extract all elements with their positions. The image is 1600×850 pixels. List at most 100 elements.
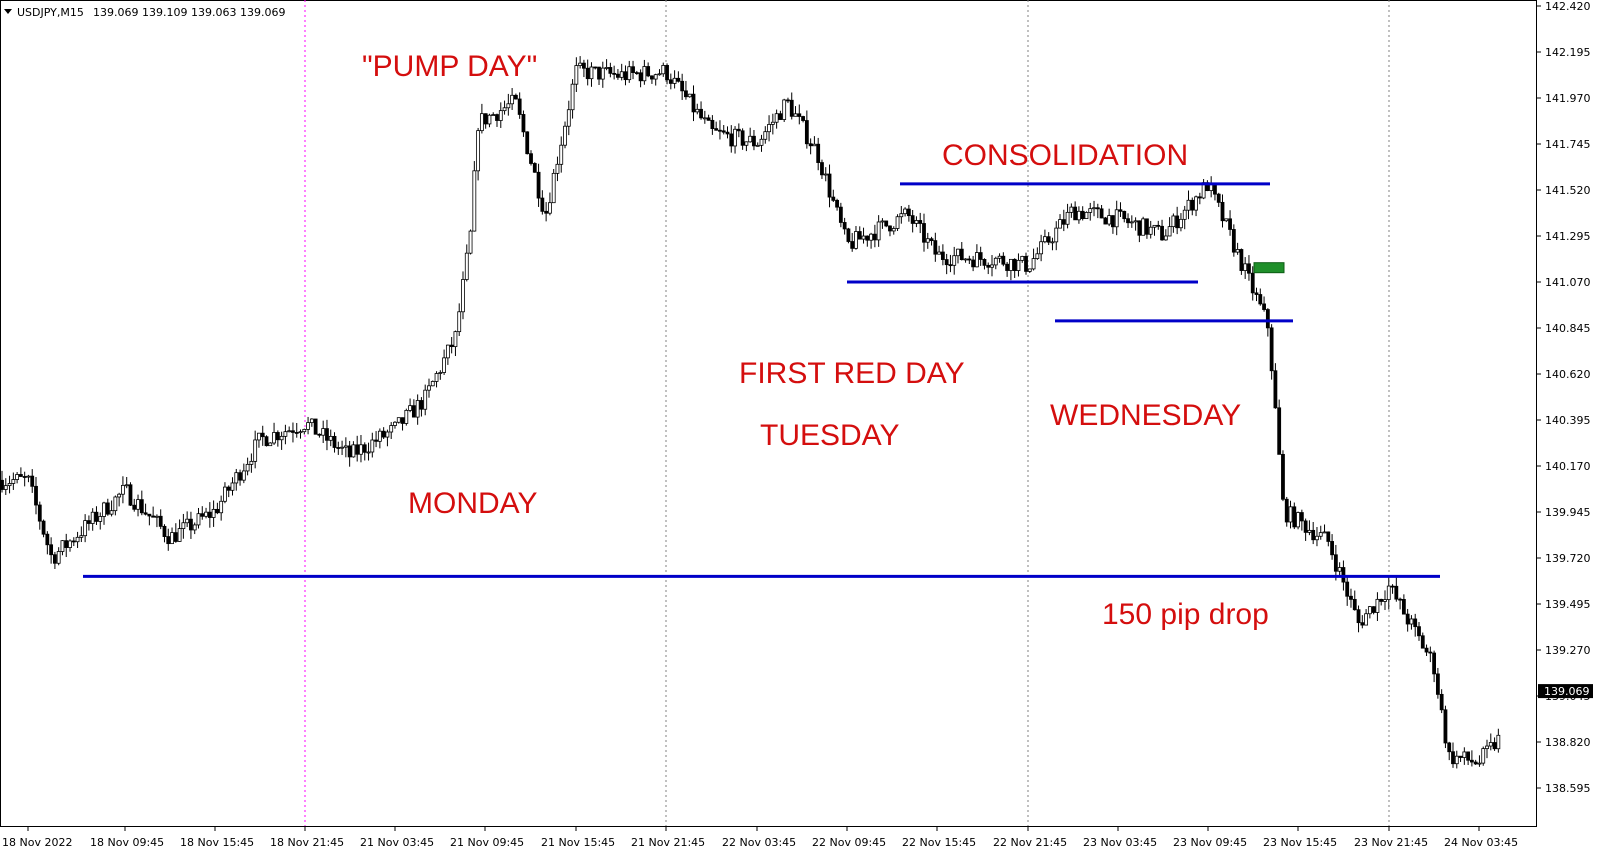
candle-bull bbox=[812, 143, 817, 147]
candle-bull bbox=[770, 121, 775, 125]
candle-bull bbox=[121, 484, 125, 495]
candle-bear bbox=[173, 532, 178, 542]
candle-bear bbox=[143, 512, 148, 515]
candle-bear bbox=[804, 120, 809, 145]
candle-bull bbox=[211, 508, 216, 518]
candle-bull bbox=[1035, 253, 1040, 259]
candle-bull bbox=[823, 173, 828, 176]
candle-bull bbox=[1383, 599, 1387, 602]
level-lines bbox=[83, 182, 1440, 578]
candle-bear bbox=[536, 171, 541, 199]
candle-bull bbox=[453, 331, 458, 348]
candle-bull bbox=[442, 357, 447, 373]
candle-bear bbox=[1099, 208, 1104, 219]
candle-bear bbox=[929, 238, 934, 242]
candle-bear bbox=[1428, 651, 1433, 654]
candle-bear bbox=[1046, 236, 1051, 243]
candle-bear bbox=[616, 73, 620, 78]
candle-bear bbox=[684, 90, 688, 98]
candle-bear bbox=[513, 94, 518, 100]
candle-bear bbox=[884, 220, 889, 227]
candle-bull bbox=[903, 208, 907, 215]
candle-bull bbox=[1008, 258, 1013, 271]
candle-bear bbox=[585, 67, 590, 80]
candle-bull bbox=[404, 410, 409, 424]
dropdown-triangle-icon[interactable] bbox=[4, 9, 12, 14]
candle-bull bbox=[306, 422, 310, 430]
candle-bull bbox=[974, 252, 979, 268]
candle-bear bbox=[786, 99, 790, 102]
candle-bull bbox=[253, 439, 258, 462]
candle-bear bbox=[646, 66, 651, 77]
candle-bull bbox=[1322, 531, 1327, 534]
candle-bull bbox=[113, 496, 118, 512]
candle-bull bbox=[657, 73, 662, 76]
candle-bull bbox=[1088, 208, 1093, 213]
candle-bull bbox=[555, 163, 560, 174]
candle-bear bbox=[1262, 303, 1266, 310]
candle-bear bbox=[18, 474, 23, 477]
candle-bull bbox=[396, 417, 401, 423]
candle-bear bbox=[1405, 613, 1410, 625]
candle-bear bbox=[294, 432, 299, 434]
candle-bull bbox=[672, 77, 677, 84]
candle-bull bbox=[1375, 598, 1380, 613]
candle-bull bbox=[502, 107, 507, 112]
candle-bull bbox=[1141, 218, 1146, 236]
y-tick-label: 141.520 bbox=[1545, 184, 1591, 197]
candle-bull bbox=[1288, 506, 1293, 523]
candle-bull bbox=[11, 479, 16, 484]
candle-bull bbox=[1054, 227, 1059, 243]
candle-bear bbox=[1352, 598, 1357, 611]
time-axis[interactable]: 18 Nov 2022 18 Nov 09:45 18 Nov 15:45 18 No… bbox=[2, 826, 1518, 849]
candle-bear bbox=[634, 72, 639, 74]
candle-bear bbox=[680, 80, 685, 92]
candle-bull bbox=[7, 483, 12, 487]
monday-label: MONDAY bbox=[408, 487, 537, 520]
candle-bull bbox=[1186, 199, 1191, 211]
candle-bear bbox=[325, 428, 329, 441]
candle-bull bbox=[170, 532, 174, 545]
candle-bull bbox=[430, 381, 435, 387]
candle-bear bbox=[725, 131, 730, 135]
x-tick-label: 24 Nov 03:45 bbox=[1444, 836, 1518, 849]
candle-bull bbox=[990, 264, 994, 268]
candle-bull bbox=[733, 128, 737, 147]
candle-bear bbox=[801, 116, 805, 121]
candle-bear bbox=[158, 515, 163, 527]
candle-bear bbox=[1390, 585, 1395, 588]
candle-bear bbox=[1398, 598, 1402, 601]
candle-bear bbox=[1061, 219, 1066, 225]
candle-bull bbox=[861, 235, 866, 240]
candle-bull bbox=[1386, 585, 1391, 600]
candle-bull bbox=[461, 279, 465, 313]
candle-bull bbox=[914, 220, 919, 224]
pump-day-label: "PUMP DAY" bbox=[362, 50, 537, 83]
candle-bear bbox=[1111, 215, 1115, 228]
first-red-day-label: FIRST RED DAY bbox=[739, 357, 965, 390]
candle-bull bbox=[1065, 211, 1070, 225]
candle-bull bbox=[763, 131, 768, 140]
candle-bull bbox=[1171, 215, 1176, 228]
candle-bear bbox=[1311, 529, 1316, 541]
candle-bear bbox=[147, 513, 152, 517]
candle-bull bbox=[506, 103, 511, 109]
candle-bear bbox=[1371, 606, 1376, 613]
candle-bear bbox=[1145, 218, 1149, 235]
candle-bear bbox=[400, 417, 405, 424]
candle-bear bbox=[1401, 598, 1406, 615]
candle-bull bbox=[880, 220, 885, 223]
candle-bull bbox=[393, 421, 397, 426]
candle-bull bbox=[408, 405, 412, 411]
y-tick-label: 140.845 bbox=[1545, 322, 1591, 335]
price-axis[interactable]: 142.420 142.195 141.970 141.745 141.520 141.2… bbox=[1536, 0, 1593, 795]
candle-bear bbox=[238, 472, 242, 481]
candle-bear bbox=[1126, 218, 1130, 224]
candle-bull bbox=[464, 252, 469, 280]
candle-bear bbox=[483, 113, 488, 125]
candle-bull bbox=[891, 228, 896, 232]
candle-bull bbox=[1182, 209, 1187, 220]
candle-bull bbox=[1477, 762, 1482, 765]
